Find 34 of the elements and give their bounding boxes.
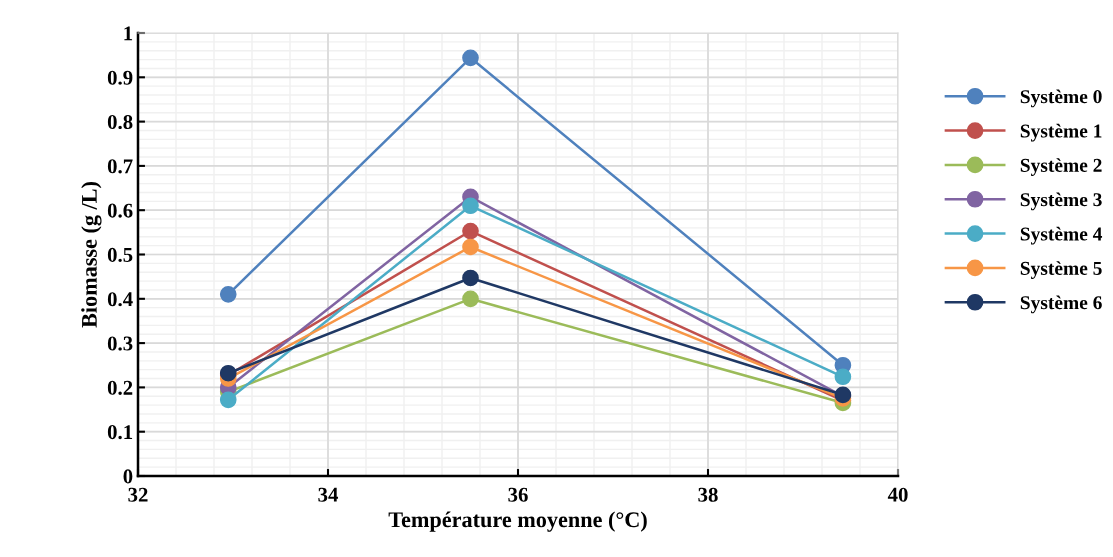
y-axis-title: Biomasse (g /L) bbox=[81, 182, 102, 328]
legend-label: Système 5 bbox=[1020, 261, 1102, 279]
point bbox=[462, 290, 479, 308]
legend-label: Système 2 bbox=[1020, 158, 1102, 176]
point bbox=[462, 269, 479, 287]
y-tick-label: 0.9 bbox=[107, 70, 133, 85]
y-tick-label: 0.1 bbox=[107, 425, 133, 440]
x-tick-label: 40 bbox=[887, 487, 908, 502]
legend-label: Système 3 bbox=[1020, 192, 1102, 211]
y-tick-label: 0.2 bbox=[107, 380, 133, 395]
x-axis-title: Température moyenne (°C) bbox=[388, 511, 647, 532]
point bbox=[219, 391, 237, 409]
point bbox=[462, 49, 479, 67]
y-tick-label: 0.3 bbox=[107, 336, 133, 351]
x-tick-label: 32 bbox=[128, 487, 148, 502]
legend-label: Système 4 bbox=[1020, 226, 1103, 245]
y-tick-label: 0.4 bbox=[107, 292, 133, 307]
y-tick-label: 0.6 bbox=[107, 203, 133, 218]
y-tick-label: 0.5 bbox=[107, 247, 133, 263]
point bbox=[462, 238, 479, 256]
point bbox=[219, 286, 237, 303]
x-tick-label: 34 bbox=[318, 487, 339, 502]
legend-label: Système 6 bbox=[1020, 295, 1102, 314]
x-tick-label: 36 bbox=[508, 487, 528, 502]
x-tick-label: 38 bbox=[698, 487, 718, 502]
y-tick-label: 0 bbox=[123, 469, 133, 484]
point bbox=[462, 197, 479, 215]
point bbox=[834, 368, 852, 386]
y-tick-label: 0.7 bbox=[107, 159, 133, 174]
point bbox=[462, 222, 479, 240]
legend-label: Système 0 bbox=[1020, 89, 1102, 108]
legend-label: Système 1 bbox=[1020, 123, 1102, 142]
y-tick-label: 1 bbox=[124, 26, 133, 41]
y-tick-label: 0.8 bbox=[107, 114, 133, 130]
